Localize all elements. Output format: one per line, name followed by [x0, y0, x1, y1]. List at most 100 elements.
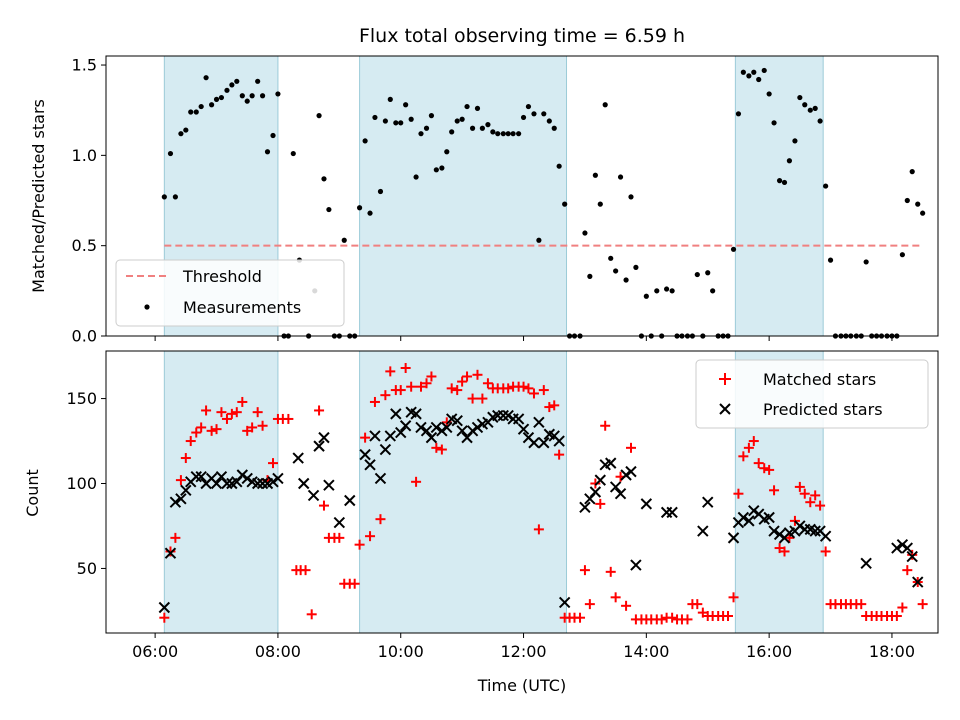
measurement-point [398, 120, 404, 126]
measurement-point [161, 194, 167, 200]
measurement-point [275, 91, 281, 97]
predicted-star-point [190, 471, 202, 483]
predicted-star-point [374, 472, 387, 485]
predicted-star-point [318, 431, 330, 444]
measurement-point [259, 93, 266, 99]
predicted-star-point [906, 550, 918, 563]
measurement-point [321, 176, 327, 182]
measurement-point [203, 75, 209, 81]
predicted-star-point [292, 452, 304, 464]
measurement-point [218, 94, 225, 101]
predicted-star-point [195, 471, 207, 483]
predicted-star-point [364, 459, 376, 471]
measurement-point [525, 103, 532, 110]
matched-star-point [360, 432, 371, 443]
x-tick-label: 16:00 [746, 642, 792, 661]
legend-matched-label: Matched stars [763, 370, 876, 389]
predicted-star-point [748, 504, 760, 517]
measurement-point [418, 131, 424, 137]
measurement-point [751, 69, 757, 75]
predicted-star-point [379, 443, 392, 456]
measurement-point [505, 131, 511, 137]
measurement-point [249, 93, 255, 99]
measurement-point [367, 210, 373, 216]
matched-star-point [257, 420, 268, 431]
measurement-point [771, 120, 777, 126]
measurement-point [255, 78, 261, 84]
predicted-star-point [773, 528, 786, 541]
matched-star-point [682, 614, 693, 625]
predicted-star-point [471, 421, 484, 434]
legend-threshold-label: Threshold [182, 267, 262, 286]
x-tick-label: 06:00 [132, 642, 178, 661]
measurement-point [608, 255, 614, 261]
predicted-star-point [589, 486, 602, 498]
measurement-point [587, 273, 593, 279]
matched-star-point [503, 383, 514, 394]
matched-star-point [748, 436, 759, 447]
measurement-point [669, 288, 675, 294]
matched-star-point [656, 614, 667, 625]
measurement-point [556, 163, 562, 169]
matched-star-point [764, 464, 775, 475]
measurement-point [823, 183, 829, 189]
predicted-star-point [256, 477, 269, 490]
measurement-point [290, 150, 296, 157]
legend-measurements-label: Measurements [183, 298, 301, 317]
legend-matched-swatch [719, 373, 731, 385]
measurement-point [490, 129, 496, 135]
predicted-star-point [697, 525, 709, 537]
predicted-star-point [533, 416, 545, 429]
measurement-point [188, 109, 194, 115]
matched-star-point [385, 366, 396, 377]
measurement-point [613, 268, 619, 274]
matched-star-point [457, 376, 468, 387]
bottom-legend-box [695, 359, 929, 429]
x-tick-label: 08:00 [255, 642, 301, 661]
measurement-point [229, 82, 235, 88]
matched-star-point [306, 609, 317, 620]
matched-star-point [175, 475, 186, 486]
matched-star-point [544, 402, 555, 413]
measurement-point [807, 107, 813, 113]
measurement-point [377, 188, 384, 195]
matched-star-point [300, 565, 311, 576]
measurement-point [510, 131, 516, 137]
measurement-point [827, 257, 834, 263]
measurement-point [551, 125, 557, 131]
measurement-point [617, 174, 624, 180]
matched-star-point [159, 612, 170, 623]
measurement-point [193, 109, 199, 115]
measurement-point [546, 118, 552, 124]
matched-star-point [462, 371, 473, 382]
predicted-star-point [763, 511, 775, 524]
predicted-star-point [614, 487, 627, 500]
matched-star-point [897, 602, 908, 613]
predicted-star-point [436, 425, 448, 437]
top-axes-frame [105, 55, 939, 337]
predicted-star-point [251, 477, 264, 490]
measurement-point [786, 158, 793, 164]
predicted-star-point [553, 435, 565, 447]
measurement-point [710, 288, 716, 294]
matched-star-point [349, 578, 360, 589]
predicted-star-point [210, 477, 223, 490]
matched-star-point [891, 611, 902, 622]
measurement-point [167, 150, 174, 157]
measurement-point [797, 94, 803, 101]
matched-star-point [446, 383, 457, 394]
measurement-point [516, 131, 522, 137]
matched-star-point [247, 422, 258, 433]
predicted-star-point [579, 501, 591, 513]
measurement-point [740, 69, 746, 75]
matched-star-point [728, 592, 739, 603]
matched-star-point [575, 612, 586, 623]
matched-star-point [554, 449, 565, 460]
matched-star-point [441, 417, 452, 428]
measurement-point [449, 129, 455, 135]
measurement-point [459, 116, 465, 122]
matched-star-point [692, 599, 703, 610]
matched-star-point [856, 599, 867, 610]
matched-star-point [426, 371, 437, 382]
measurement-point [270, 132, 276, 139]
